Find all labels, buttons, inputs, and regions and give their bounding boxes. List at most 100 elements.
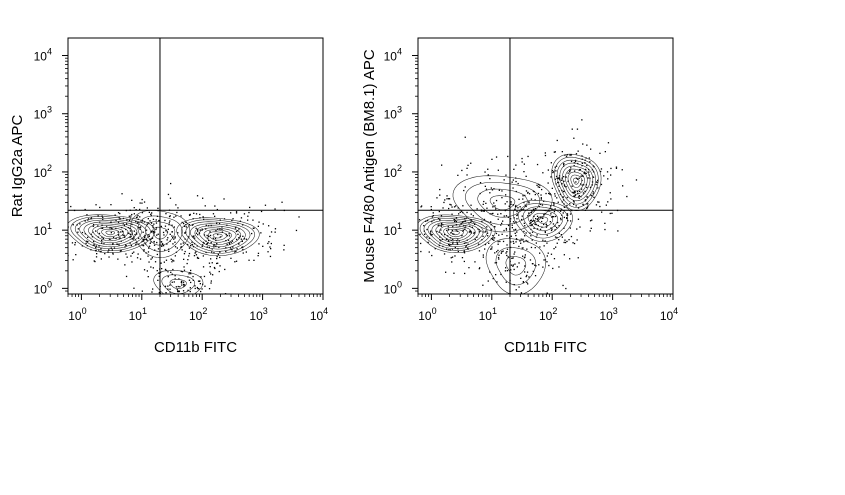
- contour-line: [145, 221, 176, 246]
- event-dot: [559, 210, 562, 212]
- event-dot: [550, 253, 553, 255]
- event-dot: [563, 227, 565, 229]
- event-dot: [136, 222, 139, 224]
- event-dot: [162, 298, 163, 299]
- event-dot: [531, 263, 534, 265]
- contour-line: [88, 223, 133, 244]
- event-dot: [444, 233, 446, 236]
- event-dot: [507, 155, 509, 158]
- event-dot: [542, 172, 544, 174]
- event-dot: [125, 244, 127, 246]
- event-dot: [431, 216, 433, 218]
- event-dot: [138, 243, 140, 245]
- event-dot: [182, 290, 185, 292]
- event-dot: [81, 245, 83, 247]
- event-dot: [91, 236, 94, 238]
- event-dot: [135, 220, 137, 223]
- event-dot: [454, 255, 456, 257]
- event-dot: [569, 213, 572, 215]
- event-dot: [232, 246, 234, 248]
- event-dot: [561, 182, 563, 185]
- event-dot: [476, 236, 478, 238]
- event-dot: [501, 222, 503, 224]
- event-dot: [556, 226, 558, 229]
- event-dot: [447, 240, 450, 242]
- event-dot: [553, 248, 555, 250]
- event-dot: [583, 171, 586, 173]
- event-dot: [188, 273, 190, 275]
- event-dot: [470, 204, 472, 206]
- event-dot: [439, 236, 441, 238]
- event-dot: [570, 167, 572, 169]
- event-dot: [461, 257, 464, 259]
- event-dot: [184, 250, 186, 253]
- event-dot: [554, 236, 557, 238]
- contour-line: [419, 216, 492, 251]
- event-dot: [497, 243, 499, 245]
- event-dot: [452, 241, 454, 243]
- event-dot: [524, 235, 526, 237]
- event-dot: [510, 235, 512, 237]
- event-dot: [561, 236, 563, 238]
- event-dot: [501, 233, 503, 235]
- event-dot: [490, 221, 492, 223]
- event-dot: [260, 210, 263, 213]
- event-dot: [459, 225, 461, 227]
- event-dot: [495, 199, 498, 202]
- event-dot: [131, 261, 133, 263]
- event-dot: [550, 227, 552, 229]
- y-tick-label: 101: [384, 221, 402, 238]
- event-dot: [530, 246, 533, 249]
- event-dot: [532, 220, 535, 222]
- event-dot: [208, 262, 211, 264]
- event-dot: [507, 216, 509, 218]
- event-dot: [561, 179, 563, 181]
- event-dot: [167, 276, 169, 278]
- event-dot: [203, 275, 206, 278]
- event-dot: [200, 290, 202, 293]
- event-dot: [458, 213, 460, 215]
- event-dot: [462, 221, 464, 223]
- event-dot: [95, 204, 97, 206]
- event-dot: [562, 199, 565, 201]
- event-dot: [416, 236, 417, 237]
- contour-line: [567, 171, 585, 192]
- event-dot: [557, 181, 559, 184]
- event-dot: [217, 262, 219, 264]
- event-dot: [119, 218, 121, 220]
- event-dot: [252, 219, 254, 221]
- event-dot: [500, 213, 502, 215]
- event-dot: [298, 216, 300, 218]
- event-dot: [226, 235, 228, 237]
- event-dot: [160, 262, 162, 264]
- event-dot: [615, 167, 618, 169]
- event-dot: [257, 255, 259, 257]
- event-dot: [169, 284, 171, 286]
- contour-line: [517, 203, 568, 239]
- event-dot: [515, 238, 518, 240]
- event-dot: [586, 207, 589, 209]
- event-dot: [554, 193, 556, 195]
- event-dot: [153, 223, 155, 225]
- event-dot: [146, 223, 148, 225]
- event-dot: [181, 271, 183, 273]
- event-dot: [403, 222, 404, 223]
- event-dot: [117, 258, 119, 260]
- event-dot: [459, 211, 461, 213]
- event-dot: [177, 285, 179, 288]
- event-dot: [487, 168, 489, 170]
- event-dot: [515, 228, 517, 231]
- event-dot: [147, 222, 149, 224]
- event-dot: [131, 252, 134, 254]
- event-dot: [527, 240, 529, 242]
- event-dot: [51, 267, 52, 268]
- event-dot: [156, 234, 158, 236]
- event-dot: [482, 254, 484, 256]
- event-dot: [129, 242, 131, 244]
- event-dot: [502, 240, 505, 243]
- event-dot: [491, 158, 493, 160]
- event-dot: [565, 287, 567, 290]
- event-dot: [195, 213, 198, 215]
- event-dot: [231, 249, 233, 251]
- event-dot: [141, 240, 143, 243]
